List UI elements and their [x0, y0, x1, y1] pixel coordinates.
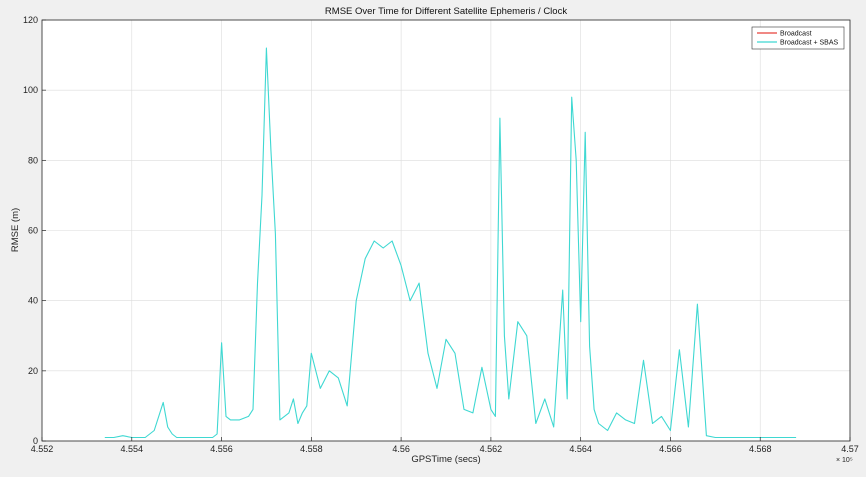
y-tick-label: 20: [28, 366, 38, 376]
y-axis-label: RMSE (m): [10, 208, 21, 252]
legend-label-broadcast: Broadcast: [780, 31, 812, 38]
x-axis-label: GPSTime (secs): [411, 454, 480, 465]
x-tick-label: 4.556: [210, 444, 233, 454]
x-tick-label: 4.564: [569, 444, 592, 454]
x-exponent-label: × 10⁵: [836, 457, 853, 464]
series-lines: [104, 47, 797, 439]
chart-title: RMSE Over Time for Different Satellite E…: [325, 6, 567, 17]
y-tick-label: 100: [23, 85, 38, 95]
x-tick-label: 4.554: [121, 444, 144, 454]
y-axis: 0 20 40 60 80 100 120: [23, 15, 46, 446]
legend: Broadcast Broadcast + SBAS: [751, 26, 845, 50]
x-tick-label: 4.56: [392, 444, 410, 454]
x-tick-label: 4.568: [749, 444, 772, 454]
x-tick-label: 4.558: [300, 444, 323, 454]
y-tick-label: 40: [28, 296, 38, 306]
y-tick-label: 60: [28, 226, 38, 236]
y-tick-label: 80: [28, 155, 38, 165]
y-tick-label: 120: [23, 15, 38, 25]
x-axis: 4.552 4.554 4.556 4.558 4.56 4.562 4.564 4.566 4…: [31, 437, 859, 454]
y-tick-label: 0: [33, 436, 38, 446]
x-tick-label: 4.57: [841, 444, 859, 454]
legend-label-sbas: Broadcast + SBAS: [780, 40, 839, 47]
x-tick-label: 4.552: [31, 444, 54, 454]
x-tick-label: 4.566: [659, 444, 682, 454]
series-line-1: [104, 47, 797, 439]
x-tick-label: 4.562: [480, 444, 503, 454]
